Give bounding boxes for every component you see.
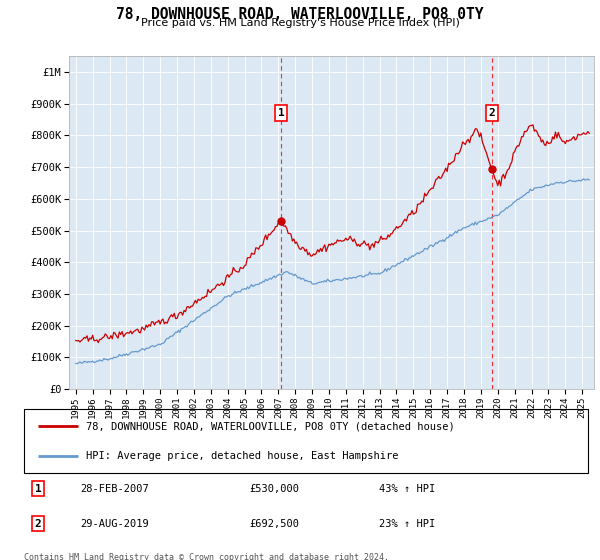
Text: 78, DOWNHOUSE ROAD, WATERLOOVILLE, PO8 0TY: 78, DOWNHOUSE ROAD, WATERLOOVILLE, PO8 0… (116, 7, 484, 22)
Text: 29-AUG-2019: 29-AUG-2019 (80, 519, 149, 529)
Text: 23% ↑ HPI: 23% ↑ HPI (379, 519, 436, 529)
Text: 28-FEB-2007: 28-FEB-2007 (80, 484, 149, 494)
Text: Price paid vs. HM Land Registry's House Price Index (HPI): Price paid vs. HM Land Registry's House … (140, 18, 460, 29)
Text: 2: 2 (35, 519, 41, 529)
Text: £692,500: £692,500 (250, 519, 299, 529)
Text: £530,000: £530,000 (250, 484, 299, 494)
Text: 2: 2 (489, 108, 496, 118)
Text: Contains HM Land Registry data © Crown copyright and database right 2024.
This d: Contains HM Land Registry data © Crown c… (24, 553, 389, 560)
Text: 43% ↑ HPI: 43% ↑ HPI (379, 484, 436, 494)
Text: HPI: Average price, detached house, East Hampshire: HPI: Average price, detached house, East… (86, 451, 398, 461)
Text: 1: 1 (35, 484, 41, 494)
Text: 1: 1 (278, 108, 284, 118)
Text: 78, DOWNHOUSE ROAD, WATERLOOVILLE, PO8 0TY (detached house): 78, DOWNHOUSE ROAD, WATERLOOVILLE, PO8 0… (86, 421, 455, 431)
